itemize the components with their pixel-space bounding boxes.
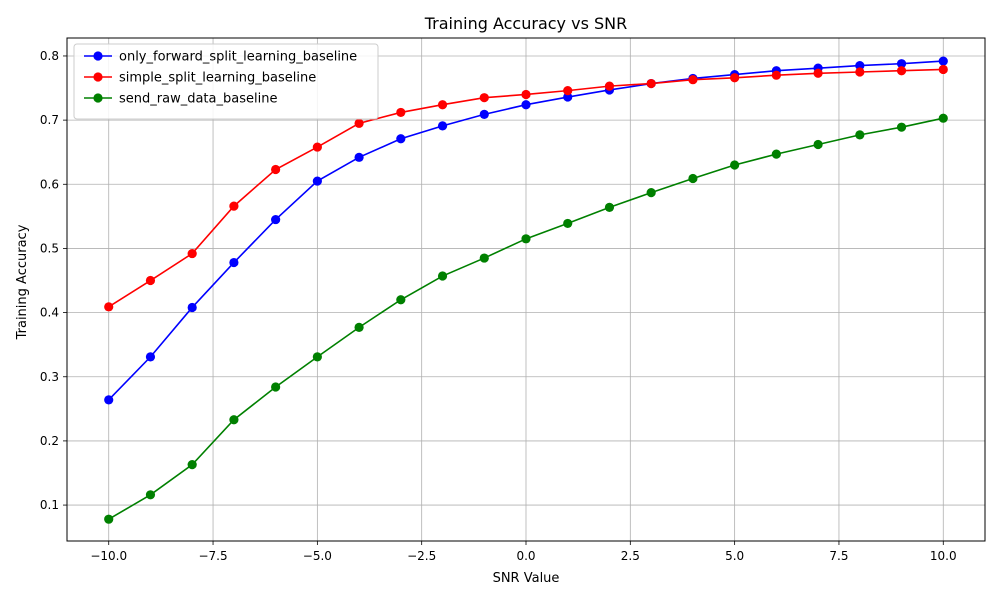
legend-item: simple_split_learning_baseline xyxy=(84,71,316,86)
data-point xyxy=(730,73,740,83)
data-point xyxy=(187,302,197,313)
data-point xyxy=(521,234,531,244)
data-point xyxy=(354,322,364,332)
data-point xyxy=(437,100,448,110)
y-axis-label: Training Accuracy xyxy=(15,224,30,340)
data-point xyxy=(396,295,406,305)
data-point xyxy=(855,130,865,140)
data-point xyxy=(396,107,406,118)
chart-title: Training Accuracy vs SNR xyxy=(424,14,627,33)
data-point xyxy=(437,121,448,131)
legend-marker xyxy=(93,93,103,103)
data-point xyxy=(896,66,907,76)
y-tick-label: 0.1 xyxy=(40,498,59,512)
data-point xyxy=(730,160,740,170)
data-point xyxy=(646,188,656,198)
data-point xyxy=(104,395,114,405)
legend-label: simple_split_learning_baseline xyxy=(119,71,316,86)
data-point xyxy=(312,352,322,362)
y-tick-label: 0.4 xyxy=(40,306,59,320)
y-tick-label: 0.7 xyxy=(40,113,59,127)
legend-label: only_forward_split_learning_baseline xyxy=(119,50,357,65)
x-tick-label: 2.5 xyxy=(621,549,640,563)
data-point xyxy=(521,100,531,110)
data-point xyxy=(229,415,239,425)
data-point xyxy=(521,89,531,100)
legend-label: send_raw_data_baseline xyxy=(119,92,277,107)
data-point xyxy=(771,149,781,159)
data-point xyxy=(855,60,865,71)
data-point xyxy=(938,64,948,75)
data-point xyxy=(145,275,156,286)
legend-marker xyxy=(93,51,103,61)
data-point xyxy=(771,70,781,80)
legend-item: only_forward_split_learning_baseline xyxy=(84,50,357,65)
data-point xyxy=(312,176,322,186)
legend-item: send_raw_data_baseline xyxy=(84,92,277,107)
data-point xyxy=(688,75,698,85)
data-point xyxy=(437,271,448,281)
legend-marker xyxy=(93,72,103,82)
y-tick-label: 0.2 xyxy=(40,434,59,448)
x-axis: −10.0 −7.5 −5.0 −2.5 0.0 2.5 5.0 7.5 10.0 xyxy=(90,541,957,563)
x-tick-label: −10.0 xyxy=(90,549,127,563)
data-point xyxy=(396,134,406,144)
y-axis: 0.1 0.2 0.3 0.4 0.5 0.6 0.7 0.8 xyxy=(40,49,67,512)
data-point xyxy=(896,122,907,132)
data-point xyxy=(479,93,489,103)
data-point xyxy=(187,460,197,470)
data-point xyxy=(479,253,489,263)
x-tick-label: −5.0 xyxy=(303,549,332,563)
x-tick-label: −2.5 xyxy=(407,549,436,563)
data-point xyxy=(271,164,281,175)
data-point xyxy=(145,352,156,362)
data-point xyxy=(813,139,823,150)
series-3 xyxy=(104,113,948,524)
data-point xyxy=(646,78,656,89)
data-point xyxy=(563,218,573,229)
legend-box xyxy=(73,43,379,120)
legend: only_forward_split_learning_baselinesimp… xyxy=(73,43,379,120)
data-point xyxy=(604,81,615,91)
data-point xyxy=(563,92,573,102)
data-point xyxy=(229,257,239,268)
y-tick-label: 0.3 xyxy=(40,370,59,384)
data-point xyxy=(855,67,865,77)
data-point xyxy=(604,202,615,212)
data-point xyxy=(938,56,948,66)
data-point xyxy=(145,490,156,500)
data-point xyxy=(354,152,364,162)
data-point xyxy=(271,214,281,225)
x-tick-label: 5.0 xyxy=(725,549,744,563)
data-point xyxy=(896,59,907,69)
x-tick-label: −7.5 xyxy=(198,549,227,563)
data-point xyxy=(104,302,114,312)
data-point xyxy=(187,248,197,259)
data-point xyxy=(688,173,698,184)
series-layer xyxy=(104,56,948,524)
data-point xyxy=(479,109,489,119)
data-point xyxy=(104,514,114,524)
data-point xyxy=(813,68,823,78)
y-tick-label: 0.8 xyxy=(40,49,59,63)
data-point xyxy=(312,142,322,152)
y-tick-label: 0.6 xyxy=(40,177,59,191)
data-point xyxy=(354,118,364,128)
data-point xyxy=(938,113,948,123)
x-tick-label: 10.0 xyxy=(930,549,957,563)
x-tick-label: 0.0 xyxy=(516,549,535,563)
x-axis-label: SNR Value xyxy=(493,571,560,586)
data-point xyxy=(563,86,573,96)
y-tick-label: 0.5 xyxy=(40,241,59,255)
x-tick-label: 7.5 xyxy=(829,549,848,563)
series-2 xyxy=(104,64,948,312)
data-point xyxy=(229,201,239,211)
data-point xyxy=(271,382,281,392)
